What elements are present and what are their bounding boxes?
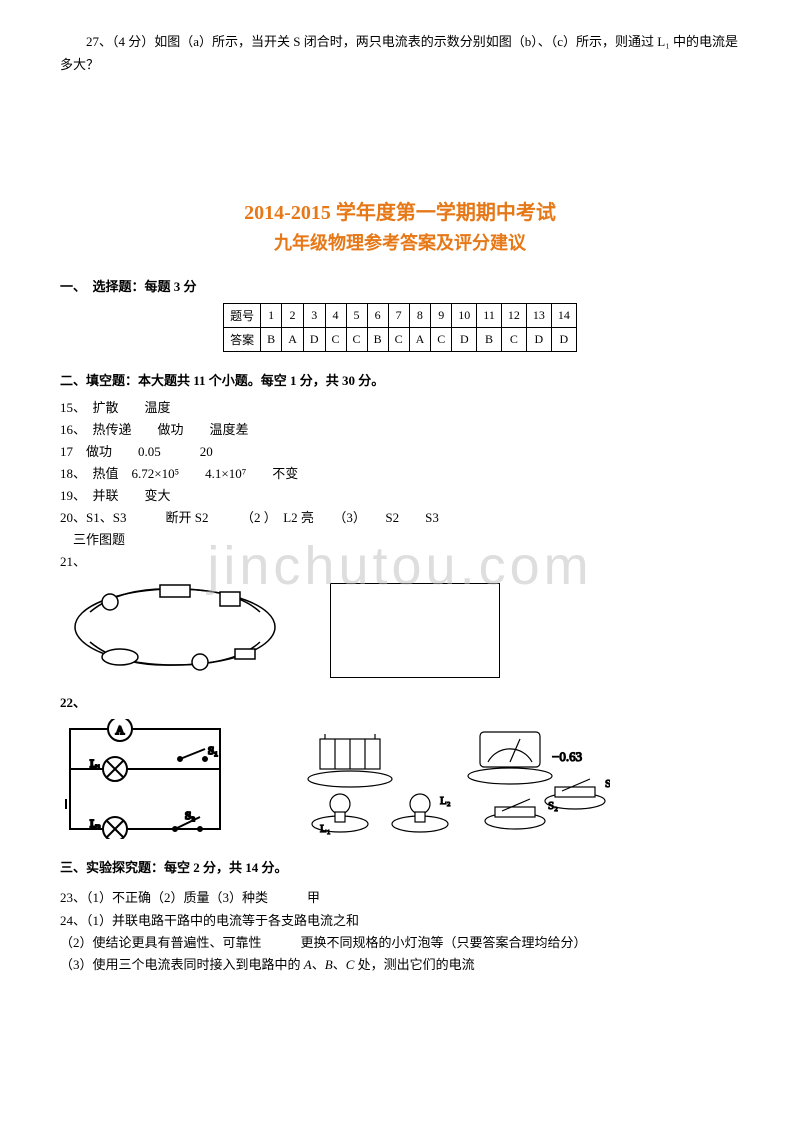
table-cell: D [526, 327, 551, 351]
table-cell: C [325, 327, 346, 351]
table-cell: 10 [452, 303, 477, 327]
svg-text:S₂: S₂ [185, 810, 195, 822]
table-cell: 5 [346, 303, 367, 327]
fill-18: 18、 热值 6.72×10⁵ 4.1×10⁷ 不变 [60, 463, 740, 485]
table-cell: D [551, 327, 576, 351]
section3-heading: 三、实验探究题：每空 2 分，共 14 分。 [60, 857, 740, 879]
ans-23: 23、（1）不正确（2）质量（3）种类 甲 [60, 887, 740, 909]
answer-table-wrap: 题号 1 2 3 4 5 6 7 8 9 10 11 12 13 14 答案 B… [60, 303, 740, 352]
table-cell: A [282, 327, 304, 351]
table-row: 答案 B A D C C B C A C D B C D D [224, 327, 577, 351]
table-cell: B [367, 327, 388, 351]
section2-heading: 二、填空题：本大题共 11 个小题。每空 1 分，共 30 分。 [60, 370, 740, 389]
table-cell: 8 [409, 303, 431, 327]
table-cell: C [346, 327, 367, 351]
fill-20: 20、S1、S3 断开 S2 （2 ） L2 亮 （3） S2 S3 [60, 507, 740, 529]
table-cell: 7 [388, 303, 409, 327]
table-cell: A [409, 327, 431, 351]
circuit-diagram-icon [60, 577, 290, 677]
table-head-label: 题号 [224, 303, 261, 327]
empty-answer-box [330, 583, 500, 678]
fill-21: 21、 [60, 551, 740, 573]
question-27: 27、（4 分）如图（a）所示，当开关 S 闭合时，两只电流表的示数分别如图（b… [60, 30, 740, 77]
table-cell: 14 [551, 303, 576, 327]
table-cell: 13 [526, 303, 551, 327]
table-cell: 9 [431, 303, 452, 327]
table-cell: 1 [261, 303, 282, 327]
ans-24-2: （2）使结论更具有普遍性、可靠性 更换不同规格的小灯泡等（只要答案合理均给分） [60, 932, 740, 954]
fill-19: 19、 并联 变大 [60, 485, 740, 507]
fill-drawing-head: 三作图题 [60, 529, 740, 551]
table-cell: B [261, 327, 282, 351]
table-cell: D [452, 327, 477, 351]
svg-text:L₂: L₂ [90, 818, 101, 830]
table-cell: D [303, 327, 325, 351]
table-cell: 2 [282, 303, 304, 327]
svg-text:L₁: L₁ [90, 758, 101, 770]
table-row: 题号 1 2 3 4 5 6 7 8 9 10 11 12 13 14 [224, 303, 577, 327]
table-cell: 12 [501, 303, 526, 327]
exam-title-line2: 九年级物理参考答案及评分建议 [60, 229, 740, 258]
answer-table: 题号 1 2 3 4 5 6 7 8 9 10 11 12 13 14 答案 B… [223, 303, 577, 352]
svg-text:−0.63: −0.63 [552, 749, 582, 764]
q22-schematic: A L₁ S₁ L₂ S₂ [60, 719, 230, 839]
fill-22: 22、 [60, 692, 740, 711]
table-cell: C [501, 327, 526, 351]
section1-heading: 一、 选择题：每题 3 分 [60, 276, 740, 295]
exam-title-line1: 2014-2015 学年度第一学期期中考试 [60, 197, 740, 229]
svg-text:L₂: L₂ [440, 795, 451, 807]
fill-answers: 15、 扩散 温度 16、 热传递 做功 温度差 17 做功 0.05 20 1… [60, 397, 740, 574]
table-cell: C [431, 327, 452, 351]
table-cell: C [388, 327, 409, 351]
svg-text:S₁: S₁ [605, 778, 610, 790]
table-cell: 3 [303, 303, 325, 327]
fill-17: 17 做功 0.05 20 [60, 441, 740, 463]
table-cell: B [477, 327, 502, 351]
table-cell: 4 [325, 303, 346, 327]
svg-text:A: A [116, 723, 125, 737]
svg-text:L₁: L₁ [320, 823, 331, 835]
fill-15: 15、 扩散 温度 [60, 397, 740, 419]
q22-pictorial: −0.63 L₁ L₂ [290, 719, 610, 839]
q22-figures: A L₁ S₁ L₂ S₂ [60, 719, 740, 839]
ans-24-3: （3）使用三个电流表同时接入到电路中的 A、B、C 处，测出它们的电流 [60, 954, 740, 976]
ans-24-1: 24、（1）并联电路干路中的电流等于各支路电流之和 [60, 910, 740, 932]
fill-16: 16、 热传递 做功 温度差 [60, 419, 740, 441]
svg-text:S₁: S₁ [208, 745, 218, 757]
table-cell: 6 [367, 303, 388, 327]
table-cell: 11 [477, 303, 502, 327]
q21-figures [60, 577, 740, 678]
table-ans-label: 答案 [224, 327, 261, 351]
